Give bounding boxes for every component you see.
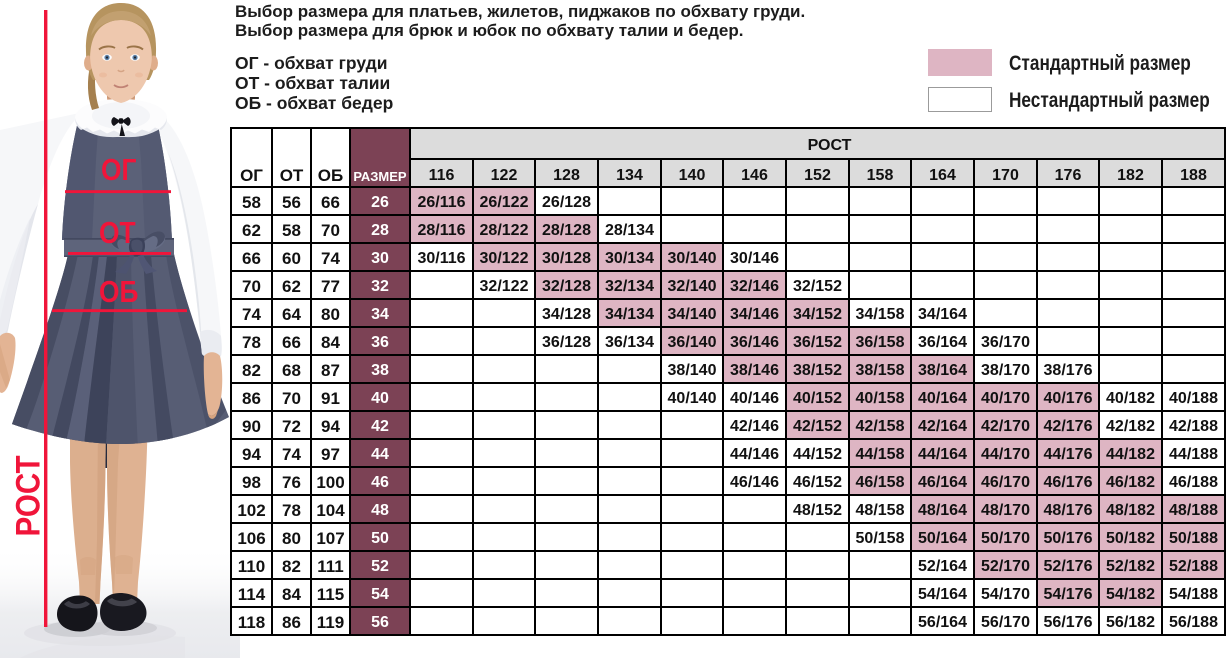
svg-text:ОТ: ОТ [99,216,136,250]
svg-text:ОБ: ОБ [99,275,138,309]
svg-text:ОГ: ОГ [101,153,136,187]
svg-text:РОСТ: РОСТ [9,455,47,537]
